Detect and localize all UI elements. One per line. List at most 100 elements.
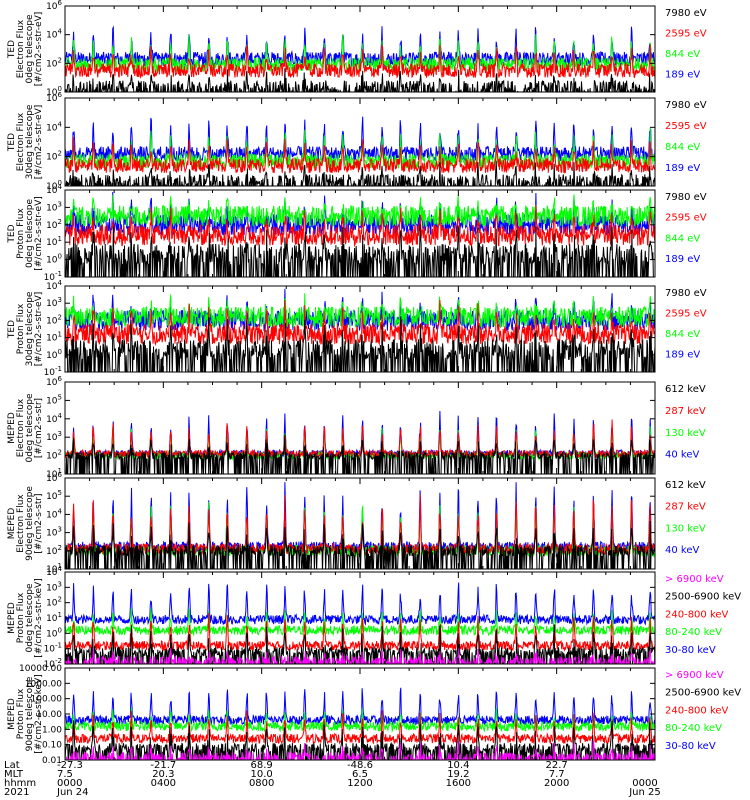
y-tick-label: 10-1 [44, 642, 62, 655]
y-tick-label: 1.00 [42, 725, 62, 735]
x-mlt-label: 6.5 [352, 769, 368, 780]
y-axis-title-line: MEPED [7, 698, 17, 730]
y-tick-label: 102 [46, 596, 62, 609]
y-axis-title-line: MEPED [7, 602, 17, 634]
series-red-line [65, 299, 655, 347]
series-red-line [65, 494, 655, 557]
x-date-label: Jun 25 [628, 787, 661, 798]
series-blue-line [65, 288, 655, 333]
y-tick-label: 104 [46, 120, 62, 133]
series-blue-line [65, 687, 655, 727]
series-group [65, 288, 655, 372]
legend-entry: 844 eV [665, 233, 700, 244]
y-tick-label: 10-2 [44, 657, 62, 670]
legend-entry: 2595 eV [665, 213, 707, 224]
legend-entry: 612 keV [665, 480, 706, 491]
series-green-line [65, 293, 655, 329]
legend-entry: 80-240 keV [665, 627, 722, 638]
series-black-line [65, 520, 655, 569]
legend-entry: 2595 eV [665, 308, 707, 319]
y-tick-label: 100 [46, 253, 62, 266]
y-tick-label: 102 [46, 218, 62, 231]
y-tick-label: 104 [46, 507, 62, 520]
y-tick-label: 102 [46, 150, 62, 163]
x-lat-label: -27.3 [57, 760, 83, 771]
legend-entry: 240-800 keV [665, 705, 729, 716]
y-tick-label: 106 [46, 91, 62, 104]
y-axis-title-line: [#/cm2-s-str] [34, 398, 44, 458]
y-tick-label: 0.10 [42, 741, 62, 751]
y-axis-title-line: [#/cm2-s-str-eV] [34, 12, 44, 87]
legend-entry: 844 eV [665, 49, 700, 60]
y-axis-title-line: 30deg telescope [25, 104, 35, 179]
legend-entry: 2595 eV [665, 121, 707, 132]
x-time-label: 1200 [347, 778, 372, 789]
y-axis-title-line: 30deg telescope [25, 291, 35, 366]
y-axis-title-line: TED [7, 320, 17, 339]
legend-entry: > 6900 keV [665, 670, 724, 681]
series-group [65, 482, 655, 569]
y-tick-label: 104 [46, 412, 62, 425]
panel-frame [64, 5, 656, 93]
legend-entry: 2500-6900 keV [665, 688, 741, 699]
panel-meped-proton-90deg: 0.01 0.10 1.00 10.00 100.00 1000.00 10000.00 ME… [7, 664, 741, 766]
legend-entry: 80-240 keV [665, 723, 722, 734]
series-group [65, 116, 655, 186]
series-group [65, 687, 655, 760]
legend-entry: 240-800 keV [665, 609, 729, 620]
legend-entry: 30-80 keV [665, 645, 716, 656]
legend-entry: 2595 eV [665, 28, 707, 39]
y-axis-title-line: 0deg telescope [25, 199, 35, 269]
x-time-label: 0800 [249, 778, 274, 789]
legend-entry: 7980 eV [665, 8, 707, 19]
y-axis-title-line: [#/cm2-s-str-eV] [34, 292, 44, 367]
x-row-label: 2021 [4, 787, 29, 798]
series-group [65, 582, 655, 664]
x-time-label: 0400 [151, 778, 176, 789]
legend-entry: 189 eV [665, 254, 700, 265]
legend-entry: 40 keV [665, 545, 699, 556]
series-blue-line [65, 582, 655, 626]
y-tick-label: 103 [46, 200, 62, 213]
x-lat-label: -48.6 [347, 760, 373, 771]
y-axis-title-line: 90deg telescope [25, 486, 35, 561]
panel-ted-proton-0deg: 10-1 100 101 102 103 104 TED Proton Flux 0deg te… [7, 183, 707, 283]
legend-entry: 7980 eV [665, 288, 707, 299]
series-red-line [65, 44, 655, 79]
panel-ted-proton-30deg: 10-1 100 101 102 103 104 TED Proton Flux 30deg t… [7, 279, 707, 378]
y-tick-label: 101 [46, 562, 62, 575]
panel-meped-electron-90deg: 101 102 103 104 105 106 MEPED Electron Flux 90de… [7, 471, 706, 575]
series-green-line [65, 707, 655, 733]
x-row-label: MLT [4, 769, 24, 780]
series-group [65, 25, 655, 92]
y-axis-title-line: 0deg telescope [25, 14, 35, 84]
legend-entry: 30-80 keV [665, 741, 716, 752]
x-date-label: Jun 24 [56, 787, 89, 798]
legend-entry: 130 keV [665, 428, 706, 439]
series-blue-line [65, 116, 655, 162]
x-row-label: hhmm [4, 778, 36, 789]
y-tick-label: 104 [46, 565, 62, 578]
y-axis-title-line: MEPED [7, 412, 17, 444]
y-axis-title-line: 0deg telescope [25, 393, 35, 463]
y-tick-label: 100 [46, 348, 62, 361]
y-tick-label: 106 [46, 375, 62, 388]
legend-entry: 612 keV [665, 384, 706, 395]
y-axis-title-line: Proton Flux [16, 688, 26, 739]
legend-entry: 130 keV [665, 523, 706, 534]
series-red-line [65, 136, 655, 174]
y-tick-label: 101 [46, 467, 62, 480]
x-time-label: 1600 [446, 778, 471, 789]
series-group [65, 192, 655, 277]
y-tick-label: 10.00 [36, 710, 62, 720]
y-axis-title-line: Proton Flux [16, 592, 26, 643]
legend-entry: > 6900 keV [665, 574, 724, 585]
legend-entry: 287 keV [665, 502, 706, 513]
y-tick-label: 103 [46, 430, 62, 443]
y-axis-title-line: [#/cm2-s-str] [34, 493, 44, 553]
y-tick-label: 100.00 [31, 695, 63, 705]
legend-entry: 2500-6900 keV [665, 592, 741, 603]
y-tick-label: 101 [46, 611, 62, 624]
